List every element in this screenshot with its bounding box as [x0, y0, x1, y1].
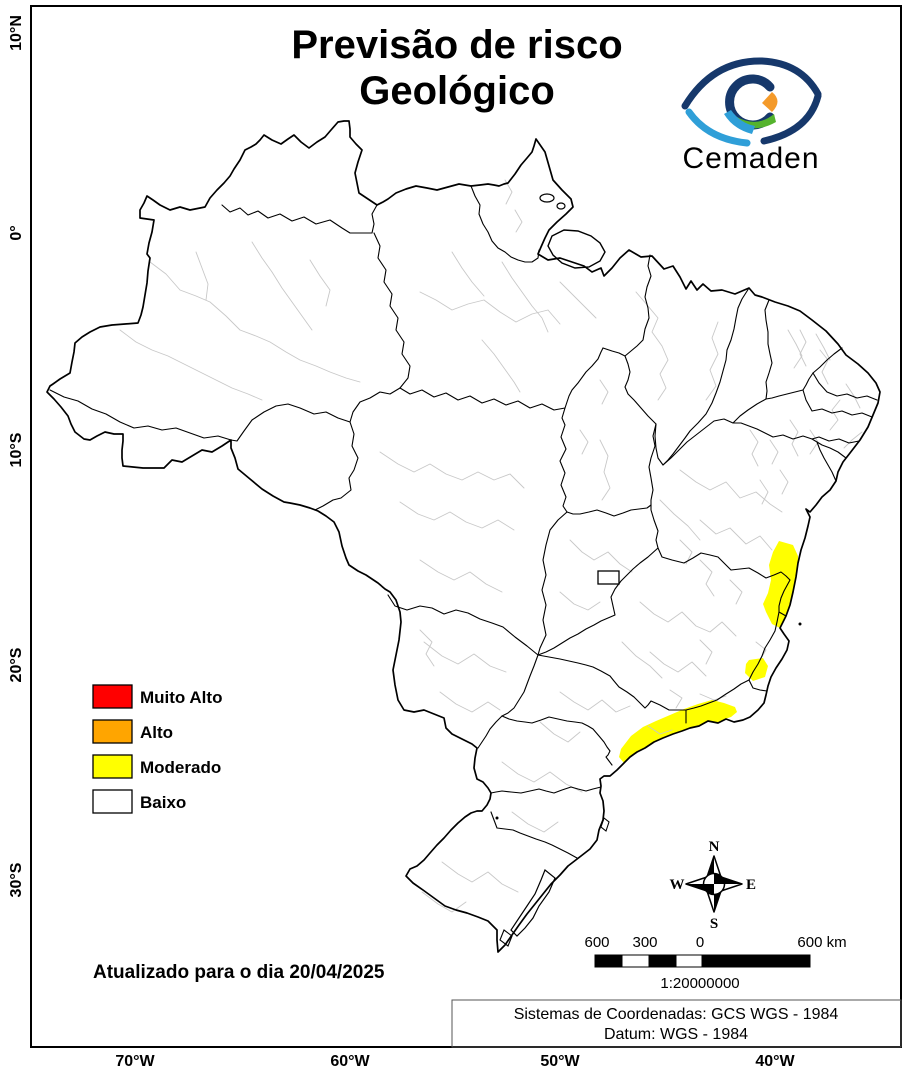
scale-label-300: 300 — [632, 934, 657, 951]
compass-south-label: S — [710, 916, 718, 932]
risk-region-espirito-santo-central — [745, 658, 768, 681]
legend-label-alto: Alto — [140, 723, 173, 742]
lon-label-60w: 60°W — [330, 1053, 370, 1070]
legend-label-moderado: Moderado — [140, 758, 221, 777]
coordinate-system-line1: Sistemas de Coordenadas: GCS WGS - 1984 — [514, 1006, 839, 1023]
legend-swatch-moderado — [92, 754, 133, 779]
longitude-axis: 70°W 60°W 50°W 40°W — [115, 1053, 795, 1070]
cemaden-eye-icon — [681, 57, 822, 147]
abrolhos-dot — [798, 622, 802, 626]
compass-east-label: E — [746, 877, 756, 893]
compass-west-label: W — [670, 877, 685, 893]
legend-swatch-baixo — [92, 789, 133, 814]
compass-rose-icon: N S E W — [670, 839, 757, 932]
legend-label-muito-alto: Muito Alto — [140, 688, 222, 707]
lon-label-40w: 40°W — [755, 1053, 795, 1070]
scale-ratio: 1:20000000 — [660, 975, 739, 992]
mexiana-island — [556, 202, 566, 210]
legend-swatch-alto — [92, 719, 133, 744]
cemaden-logo: Cemaden — [681, 57, 822, 175]
lat-label-10n: 10°N — [8, 15, 25, 51]
latitude-axis: 10°N 0° 10°S 20°S 30°S — [8, 15, 25, 897]
compass-north-label: N — [709, 839, 720, 855]
legend-swatch-muito-alto — [92, 684, 133, 709]
legend: Muito Alto Alto Moderado Baixo — [92, 684, 222, 814]
lat-label-10s: 10°S — [8, 432, 25, 467]
cemaden-logo-text: Cemaden — [682, 142, 819, 175]
state-boundaries — [49, 185, 878, 859]
scale-label-600km: 600 km — [797, 934, 846, 951]
lat-label-0: 0° — [8, 225, 25, 240]
lat-label-30s: 30°S — [8, 862, 25, 897]
lat-label-20s: 20°S — [8, 647, 25, 682]
map-dot — [495, 816, 499, 820]
municipal-boundaries — [119, 179, 863, 913]
lon-label-70w: 70°W — [115, 1053, 155, 1070]
caviana-island — [539, 193, 555, 203]
coordinate-system-box: Sistemas de Coordenadas: GCS WGS - 1984 … — [451, 999, 902, 1048]
lagoa-mirim — [499, 929, 513, 947]
scale-label-600-left: 600 — [584, 934, 609, 951]
coordinate-system-line2: Datum: WGS - 1984 — [604, 1026, 748, 1043]
lon-label-50w: 50°W — [540, 1053, 580, 1070]
legend-label-baixo: Baixo — [140, 793, 186, 812]
update-note: Atualizado para o dia 20/04/2025 — [93, 962, 385, 983]
scale-bar: 600 300 0 600 km 1:20000000 — [584, 934, 846, 992]
distrito-federal-box — [597, 570, 620, 585]
page-title-line2: Geológico — [359, 69, 555, 113]
scale-label-0: 0 — [696, 934, 704, 951]
page-title-line1: Previsão de risco — [291, 23, 622, 67]
